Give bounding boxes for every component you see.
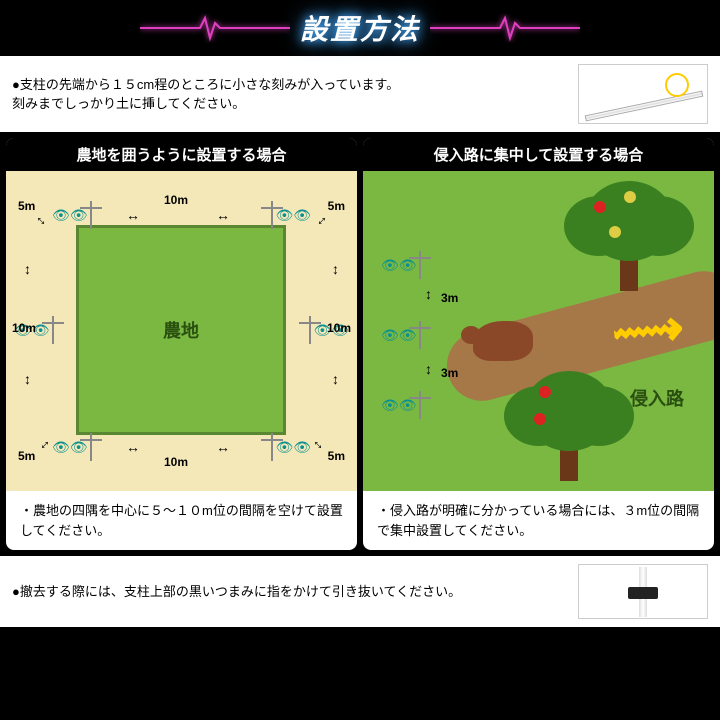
panel2-caption: ・侵入路が明確に分かっている場合には、３m位の間隔で集中設置してください。 xyxy=(363,491,714,550)
page-title: 設置方法 xyxy=(300,8,420,48)
invasion-label: 侵入路 xyxy=(630,385,684,411)
device-icon: 👁👁 xyxy=(381,391,421,419)
device-icon: 👁👁 xyxy=(271,201,311,229)
arrow-icon: ↔ xyxy=(216,207,230,223)
bottom-text: 撤去する際には、支柱上部の黒いつまみに指をかけて引き抜いてください。 xyxy=(20,584,461,599)
header: 設置方法 xyxy=(0,0,720,56)
panel2-header: 侵入路に集中して設置する場合 xyxy=(363,138,714,171)
arrow-icon: ↔ xyxy=(32,208,53,229)
tree-icon xyxy=(584,181,674,291)
bullet-icon: ● xyxy=(12,77,20,92)
top-line1: 支柱の先端から１５cm程のところに小さな刻みが入っています。 xyxy=(20,77,399,92)
dist-10m: 10m xyxy=(12,321,36,335)
device-icon: 👁👁 xyxy=(271,433,311,461)
panel-surround: 農地を囲うように設置する場合 農地 👁👁 👁👁 👁👁 👁👁 👁👁 👁👁 5m 5… xyxy=(6,138,357,550)
dist-3m: 3m xyxy=(441,366,458,380)
dist-5m: 5m xyxy=(18,449,35,463)
top-note: ●支柱の先端から１５cm程のところに小さな刻みが入っています。 刻みまでしっかり… xyxy=(0,56,720,132)
panel1-caption: ・農地の四隅を中心に５～１０m位の間隔を空けて設置してください。 xyxy=(6,491,357,550)
device-icon: 👁👁 xyxy=(381,251,421,279)
bottom-note: ●撤去する際には、支柱上部の黒いつまみに指をかけて引き抜いてください。 xyxy=(0,556,720,627)
bullet-icon: ● xyxy=(12,584,20,599)
dist-10m: 10m xyxy=(164,193,188,207)
arrow-icon: ↔ xyxy=(126,439,140,455)
dist-5m: 5m xyxy=(328,199,345,213)
panel1-diagram: 農地 👁👁 👁👁 👁👁 👁👁 👁👁 👁👁 5m 5m 5m 5m 10m 10m… xyxy=(6,171,357,491)
device-icon: 👁👁 xyxy=(381,321,421,349)
panel2-diagram: ⟿ 侵入路 👁👁 👁👁 👁👁 3m 3m ↕ ↕ xyxy=(363,171,714,491)
farm-field: 農地 xyxy=(76,225,286,435)
arrow-icon: ↕ xyxy=(332,261,339,277)
arrow-icon: ↔ xyxy=(32,432,53,453)
dist-10m: 10m xyxy=(327,321,351,335)
panel1-header: 農地を囲うように設置する場合 xyxy=(6,138,357,171)
dist-5m: 5m xyxy=(18,199,35,213)
dist-10m: 10m xyxy=(164,455,188,469)
top-note-text: ●支柱の先端から１５cm程のところに小さな刻みが入っています。 刻みまでしっかり… xyxy=(12,75,568,114)
boar-icon xyxy=(473,321,533,361)
arrow-icon: ↔ xyxy=(126,207,140,223)
ecg-right-icon xyxy=(430,13,580,43)
pole-knob-image xyxy=(578,564,708,619)
highlight-circle-icon xyxy=(665,73,689,97)
panel-path: 侵入路に集中して設置する場合 ⟿ 侵入路 👁👁 👁👁 👁👁 3m 3m ↕ ↕ … xyxy=(363,138,714,550)
invasion-arrow-icon: ⟿ xyxy=(610,298,686,362)
device-icon: 👁👁 xyxy=(52,433,92,461)
arrow-icon: ↔ xyxy=(216,439,230,455)
arrow-icon: ↕ xyxy=(24,371,31,387)
dist-3m: 3m xyxy=(441,291,458,305)
arrow-icon: ↕ xyxy=(332,371,339,387)
arrow-icon: ↕ xyxy=(425,286,432,302)
bottom-note-text: ●撤去する際には、支柱上部の黒いつまみに指をかけて引き抜いてください。 xyxy=(12,582,568,602)
device-icon: 👁👁 xyxy=(52,201,92,229)
pole-tip-image xyxy=(578,64,708,124)
tree-icon xyxy=(524,371,614,481)
panels-row: 農地を囲うように設置する場合 農地 👁👁 👁👁 👁👁 👁👁 👁👁 👁👁 5m 5… xyxy=(0,132,720,556)
arrow-icon: ↕ xyxy=(425,361,432,377)
arrow-icon: ↕ xyxy=(24,261,31,277)
ecg-left-icon xyxy=(140,13,290,43)
knob-icon xyxy=(628,587,658,599)
dist-5m: 5m xyxy=(328,449,345,463)
top-line2: 刻みまでしっかり土に挿してください。 xyxy=(12,96,245,111)
farm-label: 農地 xyxy=(163,317,199,343)
